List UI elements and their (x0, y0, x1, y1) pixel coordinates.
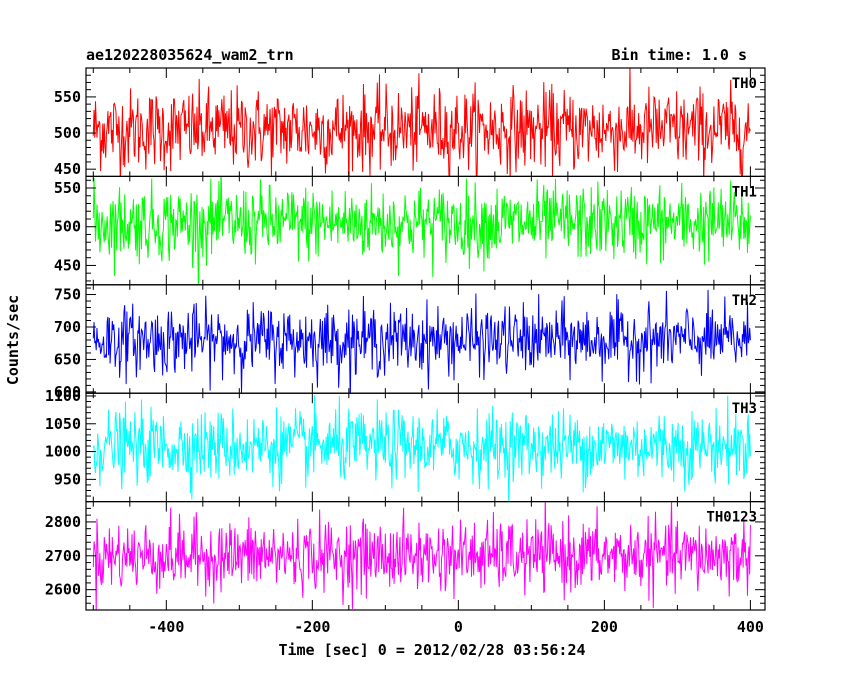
panel-th0123: 2600 2700 2800 TH0123 (45, 501, 766, 611)
y-tick-label-th2: 750 (54, 286, 81, 304)
panel-th1: 450 500 550 TH1 (54, 175, 766, 286)
panel-label-th1: TH1 (732, 184, 757, 200)
y-tick-label-th2: 650 (54, 350, 81, 368)
panel-th3: 950 1000 1050 1100 TH3 (45, 387, 766, 503)
x-tick-label: 400 (737, 618, 764, 636)
y-tick-label-th0123: 2800 (45, 513, 81, 531)
series-line-th1 (92, 176, 751, 285)
x-tick-label: -200 (294, 618, 330, 636)
y-tick-label-th0: 500 (54, 124, 81, 142)
series-line-th0 (92, 68, 751, 177)
y-tick-label-th0123: 2600 (45, 581, 81, 599)
y-tick-label-th1: 550 (54, 179, 81, 197)
y-tick-label-th3: 1100 (45, 387, 81, 405)
x-tick-label: 0 (454, 618, 463, 636)
y-tick-label-th3: 1000 (45, 443, 81, 461)
panel-label-th2: TH2 (732, 293, 757, 309)
y-axis-label: Counts/sec (4, 295, 22, 385)
x-tick-label: 200 (591, 618, 618, 636)
y-tick-label-th1: 500 (54, 218, 81, 236)
panel-th0: 450 500 550 TH0 (54, 67, 766, 178)
y-tick-label-th2: 600 (54, 383, 81, 401)
x-axis: -400 -200 0 200 400 (148, 618, 764, 636)
y-tick-label-th3: 950 (54, 470, 81, 488)
series-line-th2 (92, 289, 751, 394)
panel-label-th0123: TH0123 (706, 510, 757, 526)
panel-label-th0: TH0 (732, 76, 757, 92)
x-tick-label: -400 (148, 618, 184, 636)
panel-label-th3: TH3 (732, 401, 757, 417)
chart-title: ae120228035624_wam2_trn (86, 46, 294, 64)
panels-group: 450 500 550 TH0 450 500 550 TH1 600 650 700 750 TH2 9… (45, 67, 766, 611)
series-line-th0123 (92, 501, 751, 611)
chart-subtitle: Bin time: 1.0 s (612, 46, 747, 64)
y-tick-label-th0123: 2700 (45, 547, 81, 565)
y-tick-label-th0: 450 (54, 160, 81, 178)
y-tick-label-th0: 550 (54, 88, 81, 106)
y-tick-label-th2: 700 (54, 318, 81, 336)
series-line-th3 (92, 395, 751, 502)
x-axis-label: Time [sec] 0 = 2012/02/28 03:56:24 (278, 641, 585, 659)
y-tick-label-th3: 1050 (45, 415, 81, 433)
panel-th2: 600 650 700 750 TH2 (54, 284, 766, 401)
y-tick-label-th1: 450 (54, 256, 81, 274)
